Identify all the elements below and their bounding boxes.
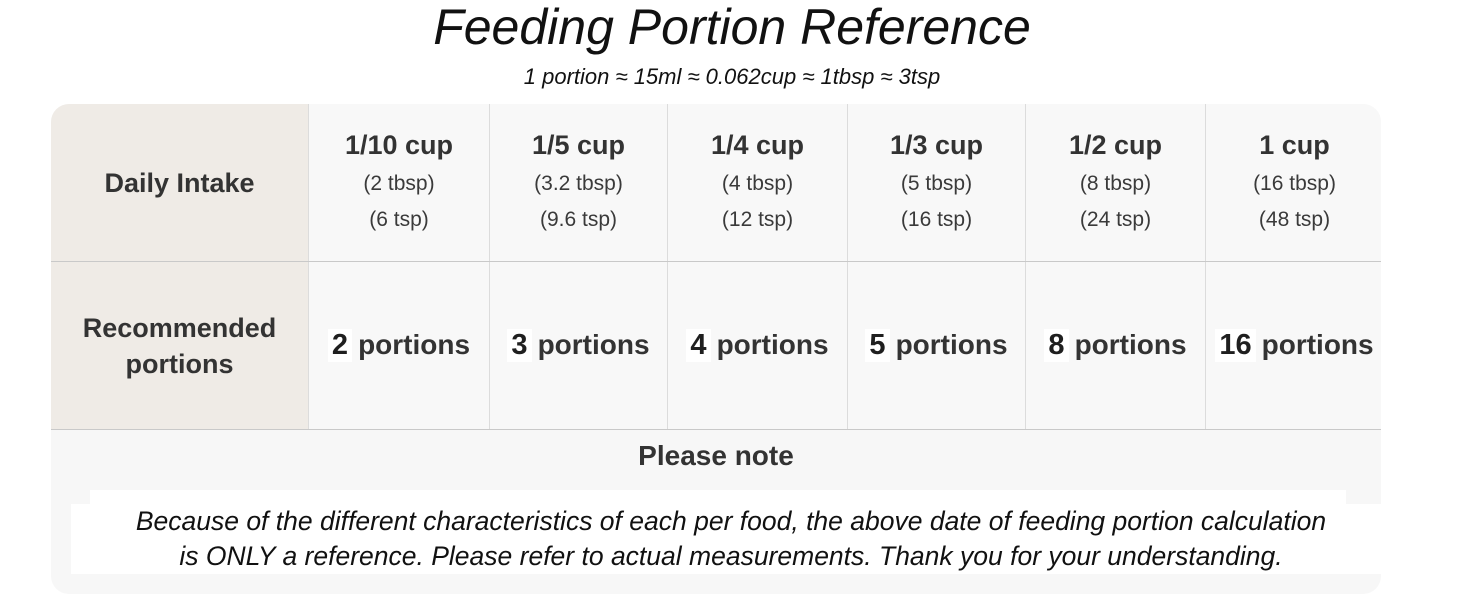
daily-intake-header: Daily Intake bbox=[51, 104, 308, 261]
portion-unit: portions bbox=[537, 329, 650, 360]
recommended-portions-header: Recommended portions bbox=[51, 262, 308, 429]
portion-unit: portions bbox=[716, 329, 829, 360]
tsp-amount: (16 tsp) bbox=[900, 207, 973, 231]
cup-amount: 1 cup bbox=[1259, 129, 1330, 160]
note-body: Because of the different characteristics… bbox=[71, 504, 1381, 574]
portion-value: 2 portions bbox=[327, 329, 471, 362]
intake-cell: 1/5 cup (3.2 tbsp) (9.6 tsp) bbox=[489, 104, 667, 261]
tsp-amount: (9.6 tsp) bbox=[539, 207, 618, 231]
portion-count: 16 bbox=[1215, 329, 1256, 362]
portion-count: 4 bbox=[686, 329, 711, 362]
tsp-amount: (6 tsp) bbox=[369, 207, 429, 231]
intake-cell: 1/3 cup (5 tbsp) (16 tsp) bbox=[847, 104, 1025, 261]
page-title: Feeding Portion Reference bbox=[433, 0, 1031, 55]
portion-value: 8 portions bbox=[1044, 329, 1187, 362]
daily-intake-row: Daily Intake 1/10 cup (2 tbsp) (6 tsp) 1… bbox=[51, 104, 1381, 262]
portion-cell: 5 portions bbox=[847, 262, 1025, 429]
note-heading: Please note bbox=[638, 440, 794, 471]
intake-cell: 1/2 cup (8 tbsp) (24 tsp) bbox=[1025, 104, 1205, 261]
intake-cell: 1/10 cup (2 tbsp) (6 tsp) bbox=[308, 104, 489, 261]
tbsp-amount: (2 tbsp) bbox=[363, 171, 435, 195]
intake-cell: 1/4 cup (4 tbsp) (12 tsp) bbox=[667, 104, 847, 261]
portion-value: 16 portions bbox=[1215, 329, 1374, 362]
intake-cell: 1 cup (16 tbsp) (48 tsp) bbox=[1205, 104, 1381, 261]
portion-count: 2 bbox=[327, 329, 353, 362]
tbsp-amount: (8 tbsp) bbox=[1079, 171, 1152, 195]
tbsp-amount: (16 tbsp) bbox=[1253, 171, 1336, 195]
portion-cell: 16 portions bbox=[1205, 262, 1381, 429]
portion-value: 3 portions bbox=[507, 329, 650, 362]
cup-amount: 1/10 cup bbox=[344, 129, 454, 160]
portion-unit: portions bbox=[1261, 329, 1374, 360]
tsp-amount: (48 tsp) bbox=[1258, 207, 1331, 231]
note-line-2: is ONLY a reference. Please refer to act… bbox=[179, 541, 1283, 571]
portion-cell: 2 portions bbox=[308, 262, 489, 429]
tbsp-amount: (5 tbsp) bbox=[900, 171, 973, 195]
note-line-1: Because of the different characteristics… bbox=[135, 506, 1327, 536]
portion-count: 3 bbox=[507, 329, 532, 362]
portion-count: 8 bbox=[1044, 329, 1069, 362]
portion-value: 5 portions bbox=[865, 329, 1008, 362]
portion-unit: portions bbox=[358, 329, 471, 360]
portion-cell: 3 portions bbox=[489, 262, 667, 429]
cup-amount: 1/4 cup bbox=[710, 129, 805, 160]
tsp-amount: (24 tsp) bbox=[1079, 207, 1152, 231]
portion-cell: 4 portions bbox=[667, 262, 847, 429]
tsp-amount: (12 tsp) bbox=[721, 207, 794, 231]
portion-unit: portions bbox=[1074, 329, 1187, 360]
conversion-subtitle: 1 portion ≈ 15ml ≈ 0.062cup ≈ 1tbsp ≈ 3t… bbox=[523, 64, 941, 89]
tbsp-amount: (3.2 tbsp) bbox=[534, 171, 623, 195]
portion-count: 5 bbox=[865, 329, 890, 362]
recommended-portions-row: Recommended portions 2 portions 3 portio… bbox=[51, 262, 1381, 430]
cup-amount: 1/5 cup bbox=[531, 129, 626, 160]
tbsp-amount: (4 tbsp) bbox=[721, 171, 794, 195]
portion-table-card: Daily Intake 1/10 cup (2 tbsp) (6 tsp) 1… bbox=[51, 104, 1381, 594]
cup-amount: 1/3 cup bbox=[889, 129, 984, 160]
portion-cell: 8 portions bbox=[1025, 262, 1205, 429]
cup-amount: 1/2 cup bbox=[1068, 129, 1163, 160]
portion-unit: portions bbox=[895, 329, 1008, 360]
portion-value: 4 portions bbox=[686, 329, 829, 362]
